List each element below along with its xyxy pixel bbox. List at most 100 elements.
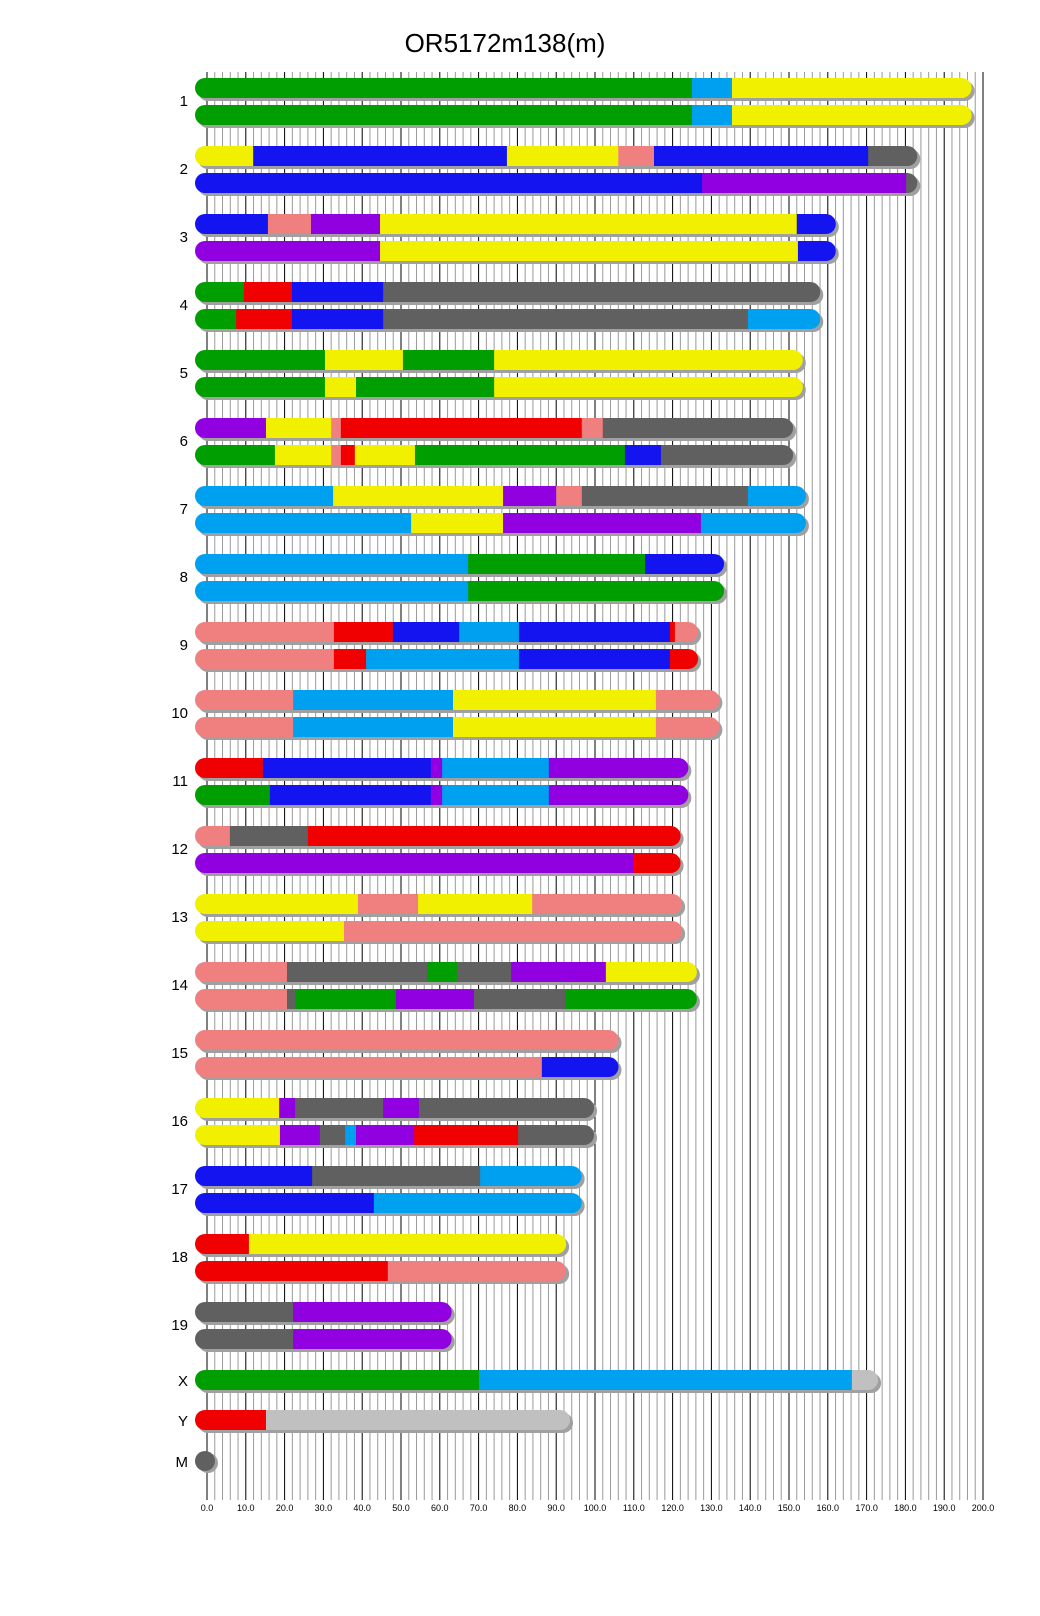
segment: [195, 1329, 294, 1349]
segment: [286, 989, 296, 1009]
segment: [380, 241, 799, 261]
segment: [195, 377, 326, 397]
segment: [195, 1030, 619, 1050]
segment: [312, 1166, 481, 1186]
chromosome-1-haplotype-2: [195, 105, 975, 128]
chart-title: OR5172m138(m): [404, 28, 606, 58]
x-tick-label: 140.0: [739, 1503, 762, 1513]
segment: [195, 78, 693, 98]
segment: [293, 1302, 452, 1322]
x-tick-label: 200.0: [972, 1503, 995, 1513]
segment: [633, 853, 681, 873]
x-tick-label: 170.0: [855, 1503, 878, 1513]
segment: [700, 513, 806, 533]
chromosome-label: 8: [180, 569, 188, 586]
chromosome-label: 16: [171, 1113, 188, 1130]
segment: [906, 173, 918, 193]
segment: [195, 1234, 250, 1254]
chromosome-15-haplotype-1: [195, 1030, 622, 1053]
segment: [402, 350, 495, 370]
chromosome-6-haplotype-1: [195, 418, 797, 441]
segment: [269, 785, 432, 805]
segment: [494, 350, 803, 370]
segment: [265, 1410, 571, 1430]
chromosome-label: 15: [171, 1045, 188, 1062]
segment: [293, 717, 454, 737]
x-tick-label: 60.0: [431, 1503, 449, 1513]
segment: [518, 649, 671, 669]
segment: [511, 962, 607, 982]
segment: [669, 622, 676, 642]
chromosome-4-haplotype-1: [195, 282, 824, 305]
chromosome-18-haplotype-1: [195, 1234, 570, 1257]
segment: [195, 717, 294, 737]
segment: [459, 622, 520, 642]
segment: [195, 785, 271, 805]
segment: [195, 1098, 280, 1118]
x-tick-label: 80.0: [509, 1503, 527, 1513]
segment: [195, 1370, 480, 1390]
chromosome-8-haplotype-2: [195, 581, 728, 604]
chromosome-label: 18: [171, 1249, 188, 1266]
chromosome-M-haplotype-1: [195, 1451, 218, 1473]
chromosome-X-haplotype-1: [195, 1370, 882, 1393]
segment: [265, 418, 332, 438]
segment: [333, 486, 504, 506]
segment: [195, 581, 469, 601]
segment: [618, 146, 655, 166]
segment: [195, 1193, 375, 1213]
segment: [442, 758, 550, 778]
segment: [333, 649, 367, 669]
chromosome-5-haplotype-1: [195, 350, 806, 373]
segment: [295, 1098, 384, 1118]
segment: [293, 1329, 452, 1349]
segment: [267, 214, 312, 234]
x-tick-label: 0.0: [201, 1503, 214, 1513]
segment: [383, 282, 821, 302]
segment: [747, 486, 806, 506]
segment: [324, 377, 357, 397]
segment: [797, 241, 836, 261]
chromosome-label: 17: [171, 1181, 188, 1198]
segment: [660, 445, 794, 465]
segment: [452, 717, 657, 737]
segment: [503, 486, 557, 506]
segment: [506, 146, 619, 166]
segment: [248, 1234, 567, 1254]
x-tick-label: 10.0: [237, 1503, 255, 1513]
segment: [331, 445, 342, 465]
segment: [340, 445, 356, 465]
segment: [195, 921, 345, 941]
segment: [702, 173, 907, 193]
chromosome-2-haplotype-2: [195, 173, 921, 196]
segment: [195, 214, 269, 234]
segment: [418, 894, 533, 914]
segment: [452, 690, 657, 710]
chromosome-6-haplotype-2: [195, 445, 797, 468]
segment: [195, 1166, 313, 1186]
chromosome-19-haplotype-2: [195, 1329, 455, 1352]
segment: [556, 486, 583, 506]
segment: [430, 758, 443, 778]
segment: [747, 309, 821, 329]
chromosome-3-haplotype-2: [195, 241, 839, 264]
segment: [383, 309, 749, 329]
segment: [262, 758, 432, 778]
segment: [354, 445, 416, 465]
segment: [503, 513, 702, 533]
segment: [274, 445, 332, 465]
segment: [418, 1098, 595, 1118]
segment: [456, 962, 512, 982]
segment: [286, 962, 428, 982]
segment: [195, 105, 693, 125]
chromosome-4-haplotype-2: [195, 309, 824, 332]
x-tick-label: 50.0: [392, 1503, 410, 1513]
segment: [624, 445, 662, 465]
segment: [195, 1261, 389, 1281]
chromosome-label: 7: [180, 501, 188, 518]
chromosome-label: 19: [171, 1317, 188, 1334]
segment: [851, 1370, 879, 1390]
segment: [442, 785, 550, 805]
segment: [692, 78, 733, 98]
segment: [605, 962, 697, 982]
